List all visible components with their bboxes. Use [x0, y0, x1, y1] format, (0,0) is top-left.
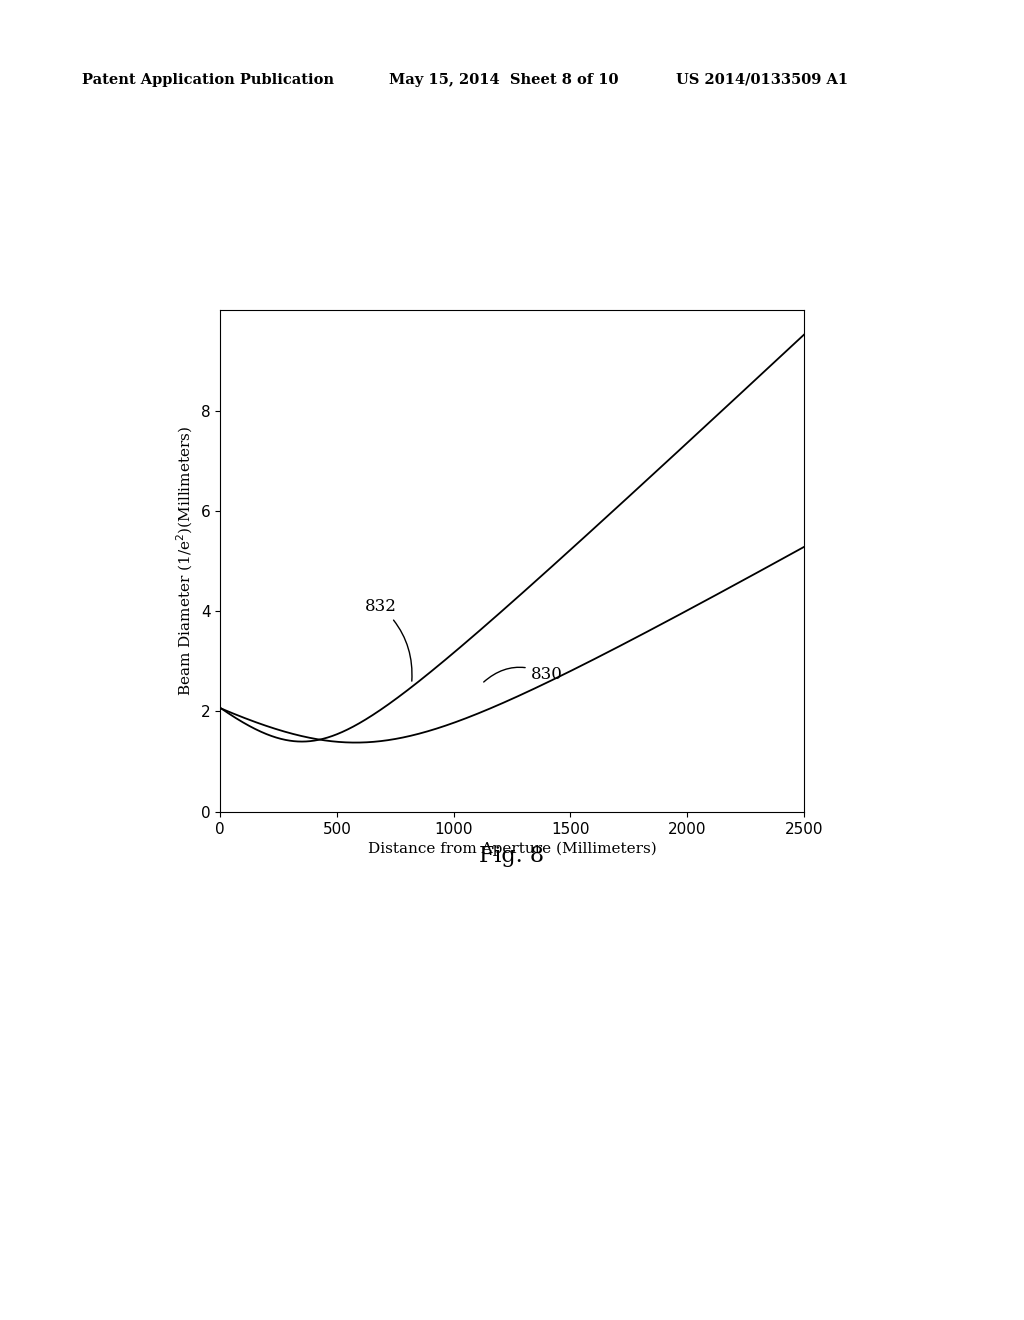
X-axis label: Distance from Aperture (Millimeters): Distance from Aperture (Millimeters)	[368, 842, 656, 857]
Text: Patent Application Publication: Patent Application Publication	[82, 73, 334, 87]
Text: May 15, 2014  Sheet 8 of 10: May 15, 2014 Sheet 8 of 10	[389, 73, 618, 87]
Text: 830: 830	[483, 665, 562, 682]
Text: US 2014/0133509 A1: US 2014/0133509 A1	[676, 73, 848, 87]
Y-axis label: Beam Diameter (1/e$^2$)(Millimeters): Beam Diameter (1/e$^2$)(Millimeters)	[175, 426, 196, 696]
Text: Fig. 8: Fig. 8	[479, 845, 545, 867]
Text: 832: 832	[365, 598, 412, 681]
